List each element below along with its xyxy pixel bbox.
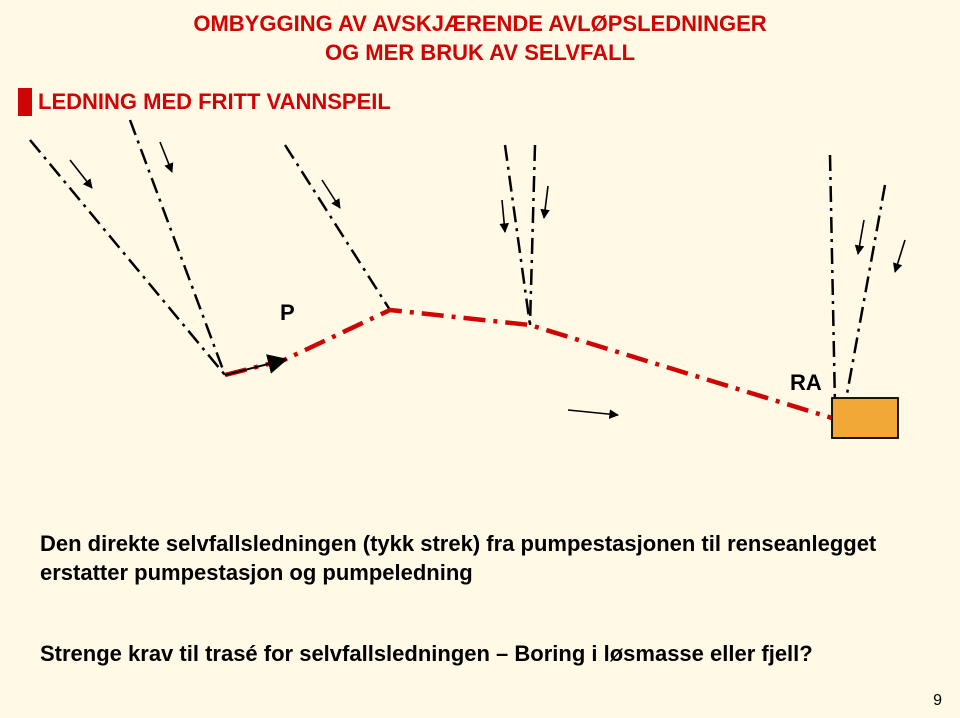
main-selvfall-line [225, 310, 832, 418]
body-line2: erstatter pumpestasjon og pumpeledning [40, 560, 473, 585]
diagram-canvas [0, 0, 960, 520]
p-label: P [280, 300, 295, 326]
body-line1: Den direkte selvfallsledningen (tykk str… [40, 531, 876, 556]
body-line3: Strenge krav til trasé for selvfallsledn… [40, 641, 813, 666]
flow-arrows [70, 142, 905, 415]
body-text-2: Strenge krav til trasé for selvfallsledn… [40, 640, 813, 669]
ra-box [832, 398, 898, 438]
pump-direction-arrow [225, 360, 284, 375]
dashed-tributaries [30, 120, 885, 405]
page-number: 9 [933, 692, 942, 710]
ra-label: RA [790, 370, 822, 396]
body-text-1: Den direkte selvfallsledningen (tykk str… [40, 530, 876, 587]
